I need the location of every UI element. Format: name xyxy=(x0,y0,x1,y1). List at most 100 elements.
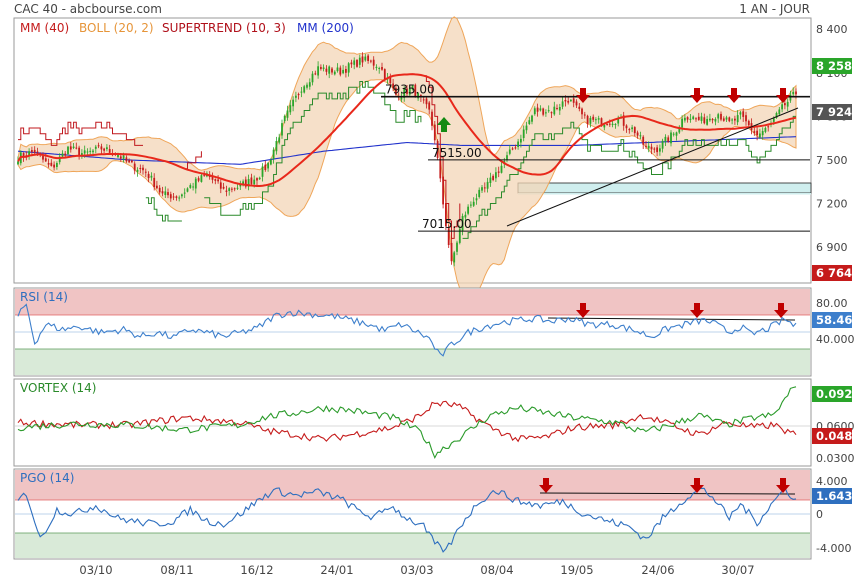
candle xyxy=(675,131,678,141)
vortex-plus-line xyxy=(17,386,797,460)
candle xyxy=(653,147,656,153)
candle xyxy=(339,65,342,77)
price-panel: 7935.00 7515.00 7015.00 MM (40) BOLL (20, … xyxy=(13,16,852,300)
candle xyxy=(433,121,436,145)
candle xyxy=(183,188,186,198)
candle xyxy=(483,182,486,193)
candle xyxy=(472,197,475,207)
candle xyxy=(720,111,722,122)
candle xyxy=(278,133,281,145)
vortex-tick-0300: 0.0300 xyxy=(816,452,855,465)
candle xyxy=(508,144,511,156)
candle xyxy=(395,84,397,96)
pgo-resistance-line xyxy=(539,492,796,495)
candle xyxy=(392,79,394,92)
candle xyxy=(425,97,428,109)
candle xyxy=(553,101,556,116)
candle xyxy=(272,147,275,164)
pgo-tick-minus4000: -4.000 xyxy=(816,542,851,555)
candle xyxy=(525,121,528,134)
candle xyxy=(42,152,44,163)
candle xyxy=(356,59,358,68)
candle xyxy=(778,107,781,116)
legend-mm40: MM (40) xyxy=(20,21,69,35)
candle xyxy=(453,250,456,267)
candle xyxy=(345,65,347,78)
legend-boll: BOLL (20, 2) xyxy=(79,21,154,35)
price-tick-label: 6 900 xyxy=(816,241,848,254)
candle xyxy=(233,187,236,192)
candle xyxy=(181,193,183,199)
candle xyxy=(445,199,447,231)
x-axis-label: 03/10 xyxy=(79,563,112,577)
candle xyxy=(458,225,461,245)
candle xyxy=(308,78,311,90)
candle xyxy=(153,173,156,191)
candle xyxy=(358,54,361,69)
candle xyxy=(303,84,306,94)
high-badge-label: 8 258 xyxy=(816,59,852,73)
price-level-label: 7935.00 xyxy=(385,83,435,97)
candle xyxy=(406,85,408,98)
candle xyxy=(689,114,692,123)
candle xyxy=(547,105,550,113)
pgo-oversold-zone xyxy=(15,533,810,558)
candle xyxy=(292,96,294,112)
price-legend: MM (40) BOLL (20, 2) SUPERTREND (10, 3) … xyxy=(20,21,354,35)
candle xyxy=(147,171,150,183)
chart-title: CAC 40 - abcbourse.com xyxy=(14,2,162,16)
candle xyxy=(47,158,50,168)
candle xyxy=(267,162,269,172)
candle xyxy=(667,135,670,143)
price-tick-label: 7 500 xyxy=(816,154,848,167)
candle xyxy=(197,176,200,183)
price-level-label: 7515.00 xyxy=(432,146,482,160)
candle xyxy=(686,116,689,123)
price-level-label: 7015.00 xyxy=(422,217,472,231)
sell-arrow xyxy=(690,478,704,493)
candle xyxy=(214,178,217,185)
candle xyxy=(128,158,130,164)
candle xyxy=(228,187,231,196)
candle xyxy=(178,195,181,202)
candle xyxy=(125,155,128,163)
candle xyxy=(281,119,283,139)
pgo-tick-4000: 4.000 xyxy=(816,475,848,488)
candle xyxy=(192,182,194,191)
trend-line xyxy=(506,107,799,227)
candle xyxy=(470,201,472,208)
rsi-overbought-zone xyxy=(15,289,810,315)
support-zone-lower xyxy=(518,193,811,195)
candle xyxy=(764,126,767,134)
rsi-tick-40: 40.000 xyxy=(816,333,855,346)
candle xyxy=(258,176,261,180)
candle xyxy=(745,111,747,126)
pgo-badge-label: 1.643 xyxy=(816,489,852,503)
candle xyxy=(734,115,736,125)
signal-arrows xyxy=(437,88,790,132)
candle xyxy=(270,157,272,166)
candle xyxy=(108,144,111,154)
low-badge xyxy=(812,265,852,281)
candle xyxy=(164,186,167,198)
candle xyxy=(645,141,647,149)
candle xyxy=(697,112,700,121)
low-badge-label: 6 764 xyxy=(816,266,852,280)
candle xyxy=(614,123,617,129)
rsi-signal-arrows xyxy=(576,303,788,318)
candle xyxy=(53,161,55,171)
candle xyxy=(481,185,483,193)
candle xyxy=(650,143,653,155)
candle xyxy=(331,67,333,75)
candle xyxy=(422,96,425,104)
candle xyxy=(211,172,214,184)
price-tick-label: 7 200 xyxy=(816,198,848,211)
candle xyxy=(106,144,108,152)
vortex-minus-badge-label: 0.0487 xyxy=(816,429,860,443)
candle xyxy=(464,211,467,222)
candle xyxy=(275,136,278,155)
candle xyxy=(475,193,478,205)
candle xyxy=(150,172,153,181)
candle xyxy=(69,142,72,153)
